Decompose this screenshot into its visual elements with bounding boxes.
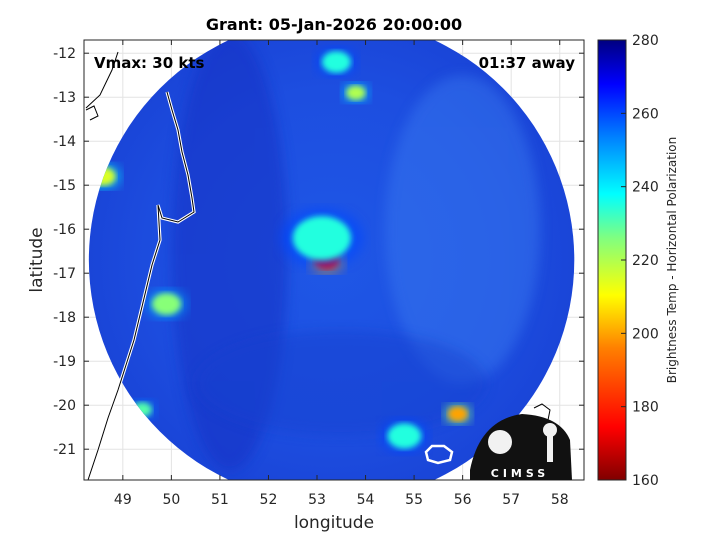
y-axis-label: latitude	[27, 227, 47, 292]
y-tick-label: -15	[53, 178, 76, 194]
colorbar-tick-label: 280	[632, 33, 659, 49]
colorbar-tick-label: 240	[632, 180, 659, 196]
feature-core	[387, 423, 422, 449]
x-tick-label: 52	[260, 492, 278, 508]
swath-texture	[171, 40, 541, 472]
colorbar-tick-label: 160	[632, 473, 659, 489]
y-tick-label: -17	[53, 266, 76, 282]
x-axis-label: longitude	[294, 513, 374, 533]
y-tick-label: -16	[53, 222, 76, 238]
x-tick-label: 58	[551, 492, 569, 508]
time-away-label: 01:37 away	[479, 54, 576, 72]
x-tick-label: 57	[502, 492, 520, 508]
x-axis-ticks: 49 50 51 52 53 54 55 56 57 58	[114, 40, 569, 508]
y-tick-label: -14	[53, 134, 76, 150]
logo-text: CIMSS	[491, 467, 549, 480]
vmax-label: Vmax: 30 kts	[94, 54, 204, 72]
x-tick-label: 56	[454, 492, 472, 508]
x-tick-label: 54	[357, 492, 375, 508]
plot-frame	[83, 39, 585, 481]
chart-title: Grant: 05-Jan-2026 20:00:00	[206, 15, 462, 34]
feature-core	[151, 293, 182, 315]
colorbar-tick-label: 200	[632, 326, 659, 342]
y-tick-label: -19	[53, 354, 76, 370]
feature-core	[292, 216, 351, 260]
logo-tower	[543, 423, 557, 437]
x-tick-label: 53	[308, 492, 326, 508]
y-tick-label: -20	[53, 398, 76, 414]
colorbar: 160 180 200 220 240 260 280 Brightness Temp - …	[597, 33, 679, 489]
y-tick-label: -13	[53, 90, 76, 106]
texture-haze	[384, 75, 541, 384]
coastline-madagascar-dark	[85, 51, 195, 480]
x-tick-label: 51	[211, 492, 229, 508]
x-tick-label: 50	[162, 492, 180, 508]
texture-south	[195, 330, 487, 437]
y-axis-ticks: -12 -13 -14 -15 -16 -17 -18 -19 -20 -21	[53, 46, 584, 458]
coastline-island	[424, 444, 454, 465]
colorbar-tick-label: 260	[632, 106, 659, 122]
colorbar-ticks: 160 180 200 220 240 260 280	[621, 33, 659, 489]
y-tick-label: -21	[53, 442, 76, 458]
colorbar-tick-label: 180	[632, 400, 659, 416]
y-tick-label: -18	[53, 310, 76, 326]
logo-dish	[488, 430, 512, 454]
colorbar-label: Brightness Temp - Horizontal Polarizatio…	[665, 137, 679, 384]
feature-core	[346, 85, 366, 101]
x-tick-label: 55	[405, 492, 423, 508]
logo-tower-stem	[547, 436, 553, 462]
cimss-logo: CIMSS	[470, 414, 572, 480]
colorbar-tick-label: 220	[632, 253, 659, 269]
feature-core	[321, 51, 351, 73]
x-tick-label: 49	[114, 492, 132, 508]
y-tick-label: -12	[53, 46, 76, 62]
feature-core	[448, 406, 468, 422]
